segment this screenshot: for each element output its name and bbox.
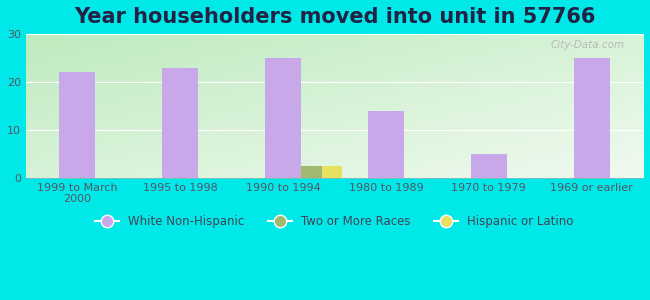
Bar bbox=[265, 58, 301, 178]
Bar bbox=[368, 111, 404, 178]
Bar bbox=[322, 166, 342, 178]
Bar bbox=[162, 68, 198, 178]
Title: Year householders moved into unit in 57766: Year householders moved into unit in 577… bbox=[74, 7, 595, 27]
Bar bbox=[59, 72, 96, 178]
Bar bbox=[574, 58, 610, 178]
Text: City-Data.com: City-Data.com bbox=[551, 40, 625, 50]
Legend: White Non-Hispanic, Two or More Races, Hispanic or Latino: White Non-Hispanic, Two or More Races, H… bbox=[90, 210, 578, 233]
Bar bbox=[471, 154, 507, 178]
Bar bbox=[301, 166, 322, 178]
